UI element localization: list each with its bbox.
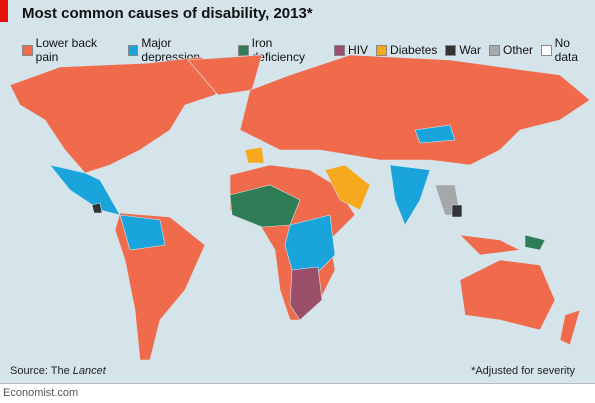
legend-item: Iron deficiency: [237, 36, 326, 64]
source: Source: The Lancet: [10, 365, 106, 377]
legend-label: War: [459, 43, 481, 57]
region: [244, 146, 265, 164]
legend-swatch: [22, 44, 33, 56]
region: [289, 266, 323, 321]
legend-label: Iron deficiency: [251, 36, 305, 64]
region: [459, 234, 522, 256]
world-map: [9, 55, 591, 360]
legend-item: Diabetes: [376, 36, 437, 64]
legend-swatch: [334, 44, 346, 56]
legend-label: Diabetes: [390, 43, 438, 57]
legend-swatch: [237, 44, 249, 56]
land: [9, 55, 591, 360]
region: [91, 202, 103, 214]
legend-swatch: [488, 44, 500, 56]
footer-bar: Economist.com: [0, 383, 595, 403]
title: Most common causes of disability, 2013*: [22, 5, 313, 22]
legend-label: Lower back pain: [35, 36, 98, 64]
red-tag: [0, 0, 8, 22]
region: [451, 204, 463, 218]
legend-item: Lower back pain: [22, 36, 120, 64]
legend-item: Other: [488, 36, 533, 64]
legend-label: Other: [502, 43, 533, 57]
source-name: Lancet: [72, 365, 106, 377]
legend-swatch: [127, 44, 139, 56]
source-prefix: Source: The: [10, 365, 70, 377]
legend-swatch: [445, 44, 457, 56]
region: [324, 164, 371, 211]
legend-item: War: [445, 36, 481, 64]
legend-label: No data: [554, 36, 578, 64]
region: [9, 56, 233, 174]
legend-label: HIV: [348, 43, 369, 57]
region: [239, 55, 591, 166]
region: [559, 309, 581, 346]
legend: Lower back pain Major depression Iron defi…: [22, 36, 595, 64]
legend-swatch: [376, 44, 388, 56]
region: [459, 259, 556, 331]
region: [524, 234, 546, 251]
region: [389, 164, 431, 226]
brand: Economist.com: [3, 387, 79, 399]
footnote: *Adjusted for severity: [471, 365, 575, 377]
region: [119, 214, 166, 251]
region: [114, 212, 206, 360]
legend-item: No data: [541, 36, 595, 64]
region: [414, 124, 456, 144]
legend-swatch: [541, 44, 552, 56]
legend-item: HIV: [334, 36, 368, 64]
